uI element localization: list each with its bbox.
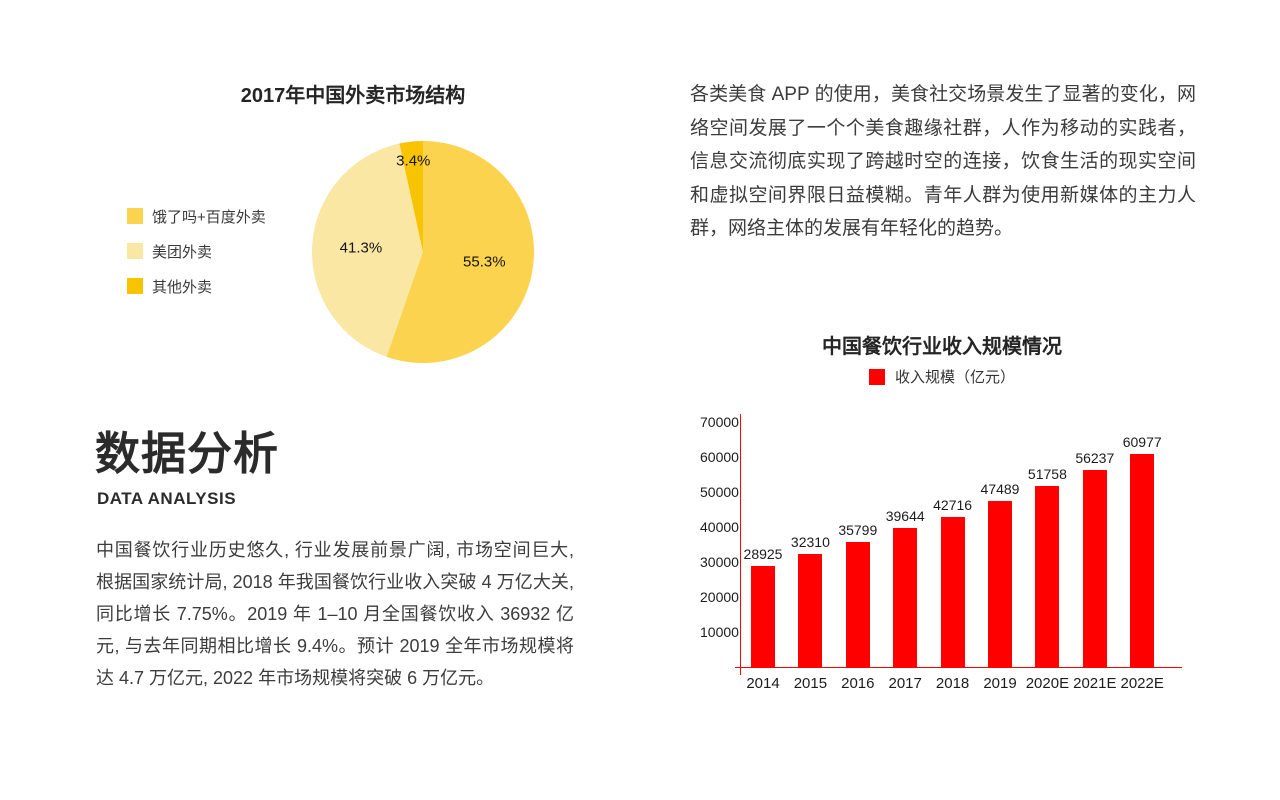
x-axis-label: 2014 bbox=[746, 675, 780, 692]
legend-label: 饿了吗+百度外卖 bbox=[152, 208, 266, 226]
intro-paragraph: 各类美食 APP 的使用，美食社交场景发生了显著的变化，网络空间发展了一个个美食… bbox=[690, 84, 1196, 239]
pie-chart: 55.3% 41.3% 3.4% bbox=[312, 141, 534, 363]
x-axis-label: 2021E bbox=[1073, 675, 1117, 692]
pie-legend: 饿了吗+百度外卖 美团外卖其他外卖 bbox=[127, 208, 266, 313]
pie-chart-title: 2017年中国外卖市场结构 bbox=[240, 85, 466, 107]
bar bbox=[940, 517, 965, 667]
legend-swatch bbox=[868, 368, 885, 385]
x-axis-label: 2017 bbox=[888, 675, 922, 692]
legend-label: 其他外卖 bbox=[152, 278, 213, 296]
x-axis-line bbox=[735, 667, 1182, 668]
bar-chart: 10000 20000 30000 40000 50000 60000 70000 28925… bbox=[700, 412, 1200, 708]
pie-legend-item: 美团外卖 bbox=[127, 243, 266, 261]
bar-value-label: 42716 bbox=[933, 497, 973, 514]
y-axis-tick-label: 20000 bbox=[700, 589, 739, 605]
legend-swatch bbox=[127, 243, 143, 259]
legend-swatch bbox=[127, 278, 143, 294]
bar bbox=[798, 553, 823, 667]
y-axis-tick-label: 30000 bbox=[700, 554, 739, 570]
section-title: 数据分析 bbox=[95, 428, 280, 479]
y-axis-line bbox=[740, 414, 741, 675]
pie-slice-label: 3.4% bbox=[396, 152, 431, 170]
bar bbox=[1082, 470, 1107, 667]
x-axis-label: 2018 bbox=[935, 675, 970, 692]
legend-swatch bbox=[127, 208, 143, 224]
bar bbox=[988, 500, 1012, 667]
y-axis-tick-label: 40000 bbox=[700, 519, 739, 535]
bar-value-label: 35799 bbox=[838, 521, 878, 538]
bar-value-label: 32310 bbox=[790, 533, 830, 550]
bar-value-label: 28925 bbox=[743, 545, 783, 562]
section-subtitle: DATA ANALYSIS bbox=[97, 489, 237, 508]
x-axis-label: 2022E bbox=[1120, 675, 1164, 692]
x-axis-label: 2015 bbox=[793, 675, 828, 692]
bar bbox=[1035, 485, 1060, 667]
bar-value-label: 51758 bbox=[1027, 465, 1067, 482]
legend-label: 美团外卖 bbox=[152, 243, 213, 261]
pie-legend-item: 其他外卖 bbox=[127, 278, 266, 296]
bar-chart-legend: 收入规模（亿元） bbox=[692, 366, 1192, 387]
analysis-paragraph: 中国餐饮行业历史悠久, 行业发展前景广阔, 市场空间巨大, 根据国家统计局, 2… bbox=[96, 540, 574, 688]
x-axis-label: 2019 bbox=[983, 675, 1017, 692]
bar bbox=[845, 541, 870, 667]
bar-chart-title: 中国餐饮行业收入规模情况 bbox=[822, 336, 1062, 358]
bar-value-label: 39644 bbox=[885, 508, 925, 525]
y-axis-tick-label: 60000 bbox=[700, 449, 739, 465]
pie-legend-item: 饿了吗+百度外卖 bbox=[127, 208, 266, 226]
y-axis-tick-label: 10000 bbox=[700, 624, 739, 640]
y-axis-tick-label: 70000 bbox=[700, 414, 739, 430]
y-axis-tick-label: 50000 bbox=[700, 484, 739, 500]
bar-value-label: 56237 bbox=[1075, 450, 1115, 467]
bar-value-label: 60977 bbox=[1122, 433, 1162, 450]
legend-label: 收入规模（亿元） bbox=[894, 369, 1015, 386]
pie-slice-label: 41.3% bbox=[339, 239, 383, 257]
x-axis-label: 2016 bbox=[841, 675, 875, 692]
bar bbox=[1130, 453, 1155, 667]
bar bbox=[751, 565, 775, 667]
bar-value-label: 47489 bbox=[980, 480, 1020, 497]
x-axis-label: 2020E bbox=[1025, 675, 1070, 692]
pie-slice-label: 55.3% bbox=[463, 253, 506, 271]
bar bbox=[893, 528, 918, 667]
